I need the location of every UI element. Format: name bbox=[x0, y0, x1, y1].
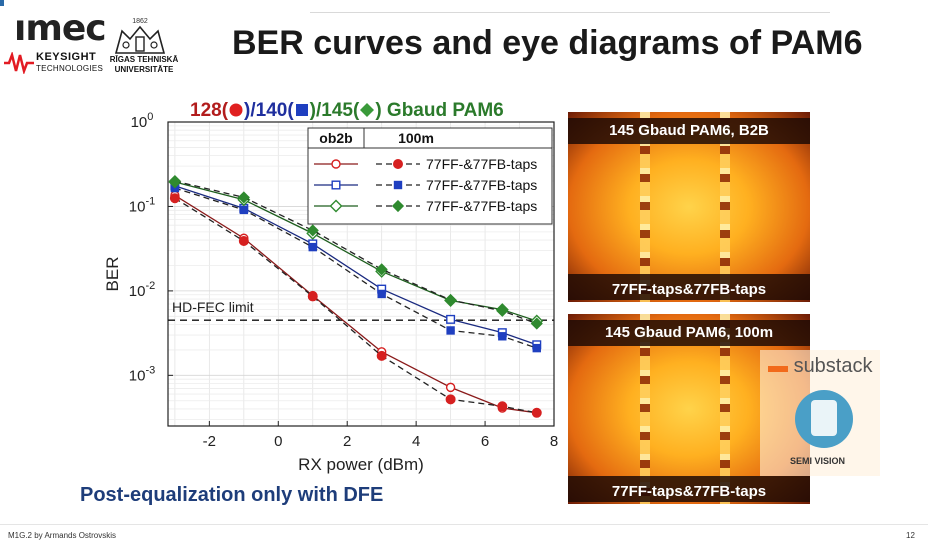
data-point-145-100m bbox=[375, 263, 388, 276]
eye-100m-top-label: 145 Gbaud PAM6, 100m bbox=[604, 324, 774, 341]
plot-frame bbox=[167, 121, 555, 427]
substack-text: substack bbox=[793, 355, 873, 377]
rtu-name-line2: UNIVERSITĀTE bbox=[114, 65, 174, 74]
data-point-128-100m bbox=[238, 235, 249, 246]
x-tick-label: -2 bbox=[203, 433, 216, 450]
legend-label: 77FF-&77FB-taps bbox=[426, 156, 537, 172]
x-tick-label: 6 bbox=[481, 433, 489, 450]
data-point-128-b2b bbox=[445, 382, 456, 393]
data-point-145-100m bbox=[530, 317, 543, 330]
legend-marker-b2b bbox=[329, 199, 343, 213]
corner-mark bbox=[0, 0, 4, 6]
data-point-145-100m bbox=[306, 224, 319, 237]
page-number: 12 bbox=[906, 531, 915, 540]
y-tick-exponent: -3 bbox=[145, 364, 155, 376]
data-point-140-100m bbox=[308, 242, 317, 252]
chart-title-part3: )/145( bbox=[309, 100, 360, 121]
semi-vision-text: SEMI VISION bbox=[790, 456, 846, 466]
x-tick-label: 0 bbox=[274, 433, 282, 450]
y-tick-label: 10-3 bbox=[129, 364, 155, 384]
legend-marker-100m bbox=[392, 159, 403, 170]
eye-b2b-top-label: 145 Gbaud PAM6, B2B bbox=[609, 122, 769, 139]
legend-marker-100m bbox=[391, 199, 405, 213]
data-point-128-100m bbox=[376, 350, 387, 361]
post-equalization-note: Post-equalization only with DFE bbox=[80, 484, 384, 506]
substack-bookmark-icon: ▬ bbox=[768, 355, 794, 377]
ber-chart: -2 0 2 4 6 8 100 10-1 10-2 10-3 RX power (dBm) BER H… bbox=[103, 111, 558, 474]
legend-marker-b2b bbox=[331, 159, 341, 169]
semi-vision-logo-inner bbox=[811, 400, 837, 436]
x-tick-label: 8 bbox=[550, 433, 558, 450]
hd-fec-label: HD-FEC limit bbox=[172, 299, 254, 315]
data-point-145-100m bbox=[237, 191, 250, 204]
logos: ımec KEYSIGHT TECHNOLOGIES 1862 RĪGAS TE… bbox=[0, 0, 200, 100]
slide-title: BER curves and eye diagrams of PAM6 bbox=[232, 24, 863, 62]
chart-title-part2: )/140( bbox=[244, 100, 294, 121]
legend-label: 77FF-&77FB-taps bbox=[426, 177, 537, 193]
red-circle-icon bbox=[229, 103, 243, 117]
top-divider bbox=[310, 12, 830, 13]
keysight-logo: KEYSIGHT TECHNOLOGIES bbox=[4, 52, 103, 74]
chart-title: 128( )/140( )/145( ) Gbaud PAM6 bbox=[190, 100, 504, 122]
rtu-crest-icon bbox=[114, 25, 166, 54]
y-tick-exponent: 0 bbox=[147, 111, 153, 123]
y-tick-exponent: -2 bbox=[145, 280, 155, 292]
data-point-140-100m bbox=[446, 326, 455, 335]
eye-b2b-bottom-label: 77FF-taps&77FB-taps bbox=[611, 281, 767, 298]
data-point-145-100m bbox=[168, 174, 181, 188]
y-tick-label: 10-1 bbox=[129, 195, 155, 215]
data-point-145-100m bbox=[496, 304, 509, 317]
data-point-128-100m bbox=[445, 394, 456, 405]
rtu-name: RĪGAS TEHNISKĀ UNIVERSITĀTE bbox=[104, 55, 184, 75]
y-tick-label: 100 bbox=[131, 111, 154, 131]
y-tick-label: 10-2 bbox=[129, 280, 155, 300]
data-point-128-100m bbox=[307, 291, 318, 302]
data-point-128-100m bbox=[169, 193, 180, 204]
data-point-128-100m bbox=[497, 401, 508, 412]
keysight-tech: TECHNOLOGIES bbox=[36, 64, 104, 73]
legend-header-100m: 100m bbox=[398, 130, 434, 146]
footer-divider bbox=[0, 524, 928, 525]
data-point-128-100m bbox=[531, 407, 542, 418]
green-diamond-icon bbox=[360, 103, 375, 117]
y-tick-exponent: -1 bbox=[145, 195, 155, 207]
legend-header-b2b: ob2b bbox=[319, 130, 352, 146]
blue-square-icon bbox=[295, 104, 308, 116]
legend-label: 77FF-&77FB-taps bbox=[426, 198, 537, 214]
data-point-145-100m bbox=[444, 293, 457, 307]
data-point-140-b2b bbox=[446, 314, 456, 324]
rtu-year: 1862 bbox=[132, 18, 148, 25]
chart-title-part4: ) Gbaud PAM6 bbox=[375, 100, 504, 121]
y-axis-label: BER bbox=[103, 257, 122, 292]
x-tick-label: 2 bbox=[343, 433, 351, 450]
eye-100m-bottom-label: 77FF-taps&77FB-taps bbox=[611, 483, 767, 500]
data-point-140-100m bbox=[532, 343, 541, 353]
footer-author: M1G.2 by Armands Ostrovskis bbox=[8, 531, 117, 540]
keysight-wave-icon bbox=[4, 52, 34, 74]
imec-logo: ımec bbox=[14, 8, 107, 49]
data-point-140-100m bbox=[239, 205, 249, 215]
chart-title-part1: 128( bbox=[190, 100, 229, 121]
eye-diagram-b2b: 145 Gbaud PAM6, B2B 77FF-taps&77FB-taps bbox=[568, 112, 810, 302]
rtu-crest: 1862 bbox=[110, 18, 170, 60]
substack-watermark: ▬ substack bbox=[768, 355, 873, 378]
rtu-name-line1: RĪGAS TEHNISKĀ bbox=[109, 55, 179, 64]
keysight-name: KEYSIGHT bbox=[36, 51, 97, 63]
x-tick-label: 4 bbox=[412, 433, 420, 450]
data-point-140-100m bbox=[498, 332, 507, 341]
x-axis-label: RX power (dBm) bbox=[298, 455, 424, 474]
legend-marker-100m bbox=[393, 180, 403, 190]
legend-marker-b2b bbox=[331, 180, 341, 190]
data-point-140-100m bbox=[377, 289, 386, 299]
legend-box bbox=[307, 127, 553, 225]
